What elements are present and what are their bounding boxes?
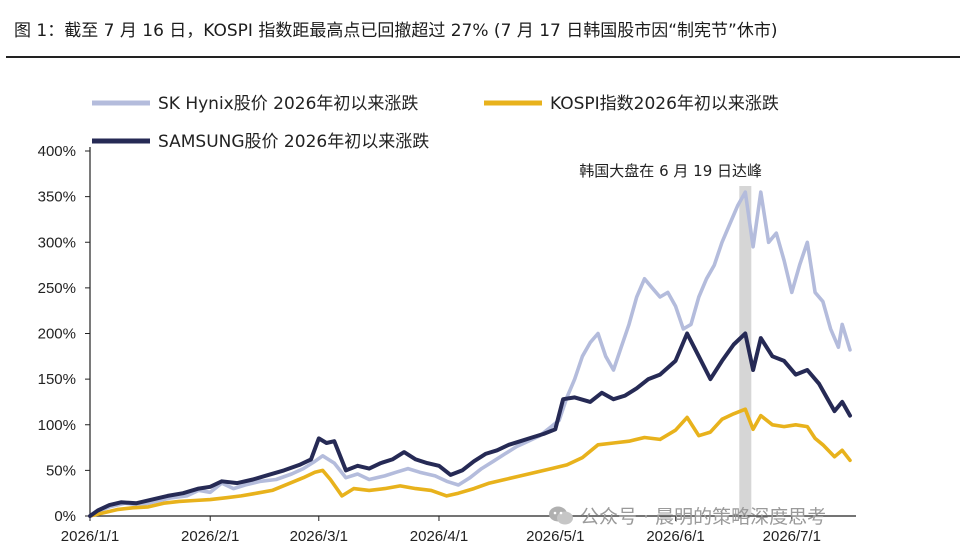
series-line-1 (88, 190, 852, 518)
x-tick-label: 2026/4/1 (410, 528, 468, 545)
y-tick-label: 100% (38, 417, 76, 434)
peak-annotation: 韩国大盘在 6 月 19 日达峰 (579, 162, 762, 180)
y-tick-label: 150% (38, 371, 76, 388)
series-layer (88, 190, 852, 518)
legend-label: SK Hynix股价 2026年初以来涨跌 (158, 94, 418, 114)
y-tick-label: 50% (46, 462, 76, 479)
series-line-3 (88, 331, 852, 518)
y-tick-label: 350% (38, 189, 76, 206)
y-tick-label: 200% (38, 326, 76, 343)
x-tick-label: 2026/2/1 (181, 528, 239, 545)
x-tick-label: 2026/1/1 (61, 528, 119, 545)
x-tick-label: 2026/6/1 (646, 528, 704, 545)
y-tick-label: 300% (38, 234, 76, 251)
watermark-text: 公众号 · 晨明的策略深度思考 (580, 506, 827, 528)
figure-title: 图 1：截至 7 月 16 日，KOSPI 指数距最高点已回撤超过 27% (7… (14, 21, 778, 41)
x-tick-label: 2026/5/1 (526, 528, 584, 545)
wechat-icon (549, 506, 573, 525)
x-tick-label: 2026/7/1 (763, 528, 821, 545)
series-line-2 (88, 407, 852, 518)
y-tick-label: 250% (38, 280, 76, 297)
peak-highlight-band (739, 186, 752, 516)
y-tick-label: 0% (54, 508, 76, 525)
legend: SK Hynix股价 2026年初以来涨跌 KOSPI指数2026年初以来涨跌 SA… (92, 94, 779, 152)
legend-label: KOSPI指数2026年初以来涨跌 (550, 94, 779, 114)
legend-label: SAMSUNG股价 2026年初以来涨跌 (158, 132, 429, 152)
axes: 0% 50% 100% 150% 200% 250% 300% 350% 400% 2026/1/… (38, 143, 856, 545)
y-tick-label: 400% (38, 143, 76, 160)
watermark: 公众号 · 晨明的策略深度思考 (548, 502, 826, 529)
title-divider (6, 56, 960, 58)
x-tick-label: 2026/3/1 (290, 528, 348, 545)
